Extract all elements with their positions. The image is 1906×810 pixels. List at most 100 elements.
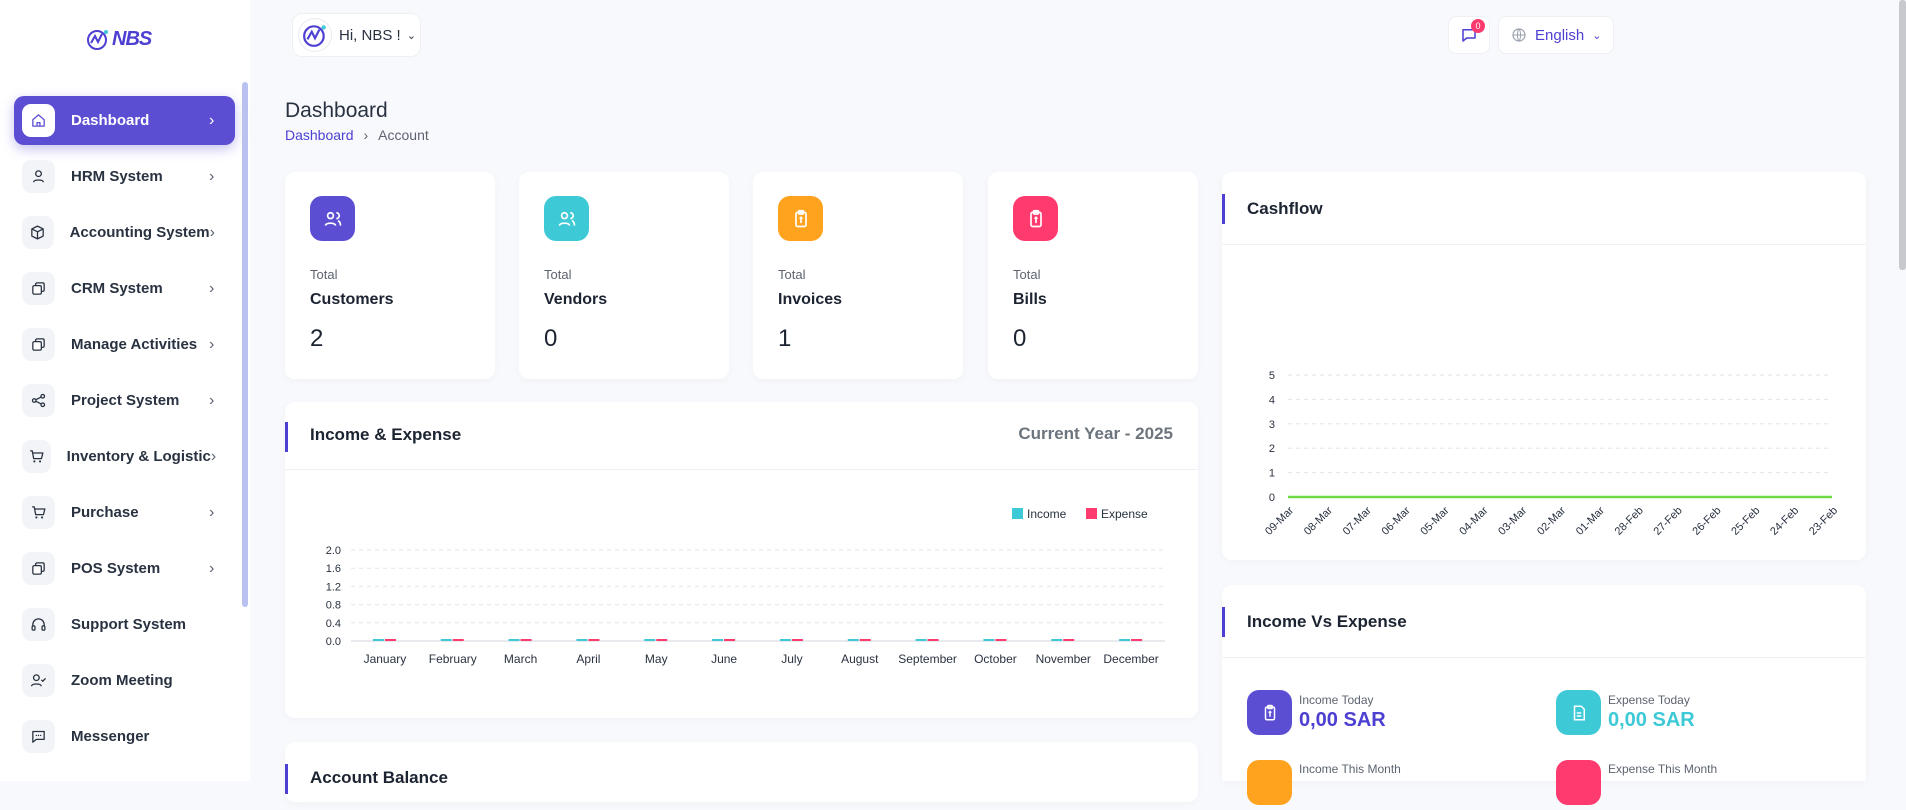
x-tick-label: April [576, 652, 600, 666]
expense-today-label: Expense Today [1608, 693, 1690, 707]
stat-value: 2 [310, 325, 324, 352]
x-tick-label: March [504, 652, 537, 666]
x-tick-label: 24-Feb [1768, 505, 1801, 538]
sidebar-item-zoom-meeting[interactable]: Zoom Meeting [14, 656, 235, 705]
sidebar-item-label: Manage Activities [71, 336, 198, 353]
breadcrumb-separator-icon: › [363, 127, 369, 143]
expense-today-value: 0,00 SAR [1608, 709, 1695, 731]
card-header: Cashflow [1222, 172, 1866, 245]
logo[interactable]: NBS [86, 24, 152, 54]
stat-caption: Total [778, 267, 806, 282]
stat-caption: Total [1013, 267, 1041, 282]
chevron-right-icon: › [209, 335, 215, 353]
account-balance-card: Account Balance [285, 742, 1198, 802]
sidebar-item-crm-system[interactable]: CRM System › [14, 264, 235, 313]
income-expense-chart: 0.0 0.4 0.8 1.2 1.6 2.0 January February March Ap… [326, 507, 1165, 666]
period-label: Current Year - 2025 [1018, 424, 1173, 443]
notifications-button[interactable]: 0 [1448, 16, 1490, 54]
x-tick-label: September [898, 652, 957, 666]
sidebar-item-inventory-logistic[interactable]: Inventory & Logistic › [14, 432, 235, 481]
bar-expense [791, 639, 803, 641]
x-tick-label: 25-Feb [1729, 505, 1762, 538]
x-tick-label: November [1036, 652, 1091, 666]
legend-label[interactable]: Income [1027, 507, 1067, 521]
bar-income [508, 639, 520, 641]
clipboard-icon [778, 196, 823, 241]
bar-expense [927, 639, 939, 641]
bar-expense [520, 639, 532, 641]
home-icon [22, 104, 55, 137]
income-today-icon [1247, 690, 1292, 735]
bar-expense [1063, 639, 1075, 641]
bar-income [1051, 639, 1063, 641]
language-select[interactable]: English ⌄ [1498, 16, 1614, 54]
sidebar-item-accounting-system[interactable]: Accounting System › [14, 208, 235, 257]
chevron-right-icon: › [209, 559, 215, 577]
legend-label[interactable]: Expense [1101, 507, 1148, 521]
chevron-down-icon: ⌄ [1592, 29, 1602, 42]
window-scrollbar[interactable] [1899, 0, 1906, 270]
avatar-logo-icon [303, 25, 326, 47]
sidebar-item-dashboard[interactable]: Dashboard › [14, 96, 235, 145]
sidebar-item-project-system[interactable]: Project System › [14, 376, 235, 425]
y-tick-label: 0 [1269, 492, 1275, 504]
bar-expense [1131, 639, 1143, 641]
breadcrumb-dashboard-link[interactable]: Dashboard [285, 127, 354, 143]
x-tick-label: 08-Mar [1302, 504, 1335, 537]
income-today-value: 0,00 SAR [1299, 709, 1386, 731]
x-tick-label: 07-Mar [1341, 504, 1374, 537]
stat-card-bills: Total Bills 0 [988, 172, 1198, 379]
users-icon [544, 196, 589, 241]
sidebar-item-purchase[interactable]: Purchase › [14, 488, 235, 537]
sidebar-item-label: Inventory & Logistic [66, 448, 211, 465]
sidebar-item-hrm-system[interactable]: HRM System › [14, 152, 235, 201]
x-tick-label: 28-Feb [1613, 505, 1646, 538]
sidebar-nav: Dashboard › HRM System › Accounting System › C… [14, 96, 235, 768]
bar-expense [859, 639, 871, 641]
bar-income [847, 639, 859, 641]
chevron-right-icon: › [209, 111, 215, 129]
logo-icon [87, 30, 108, 50]
chevron-right-icon: › [209, 279, 215, 297]
cart-icon [22, 440, 51, 473]
clipboard-icon [1013, 196, 1058, 241]
sidebar-item-manage-activities[interactable]: Manage Activities › [14, 320, 235, 369]
y-tick-label: 0.0 [326, 636, 341, 648]
logo-text: NBS [112, 27, 152, 50]
x-tick-label: 01-Mar [1574, 504, 1607, 537]
chevron-right-icon: › [209, 167, 215, 185]
x-tick-label: October [974, 652, 1017, 666]
y-tick-label: 0.4 [326, 618, 341, 630]
sidebar: NBS Dashboard › HRM System › Accounting Syst… [0, 0, 250, 781]
card-accent [285, 764, 288, 794]
stat-card-vendors: Total Vendors 0 [519, 172, 729, 379]
income-month-label: Income This Month [1299, 762, 1401, 776]
page-title: Dashboard [285, 99, 388, 122]
card-title: Cashflow [1247, 199, 1323, 218]
cart-icon [22, 496, 55, 529]
sidebar-scrollbar[interactable] [242, 82, 248, 607]
user-menu-button[interactable]: Hi, NBS ! ⌄ [292, 13, 421, 57]
sidebar-item-label: CRM System [71, 280, 163, 297]
layers-icon [22, 272, 55, 305]
income-vs-expense-card: Income Vs Expense Income Today 0,00 SAR … [1222, 585, 1866, 805]
message-icon [22, 720, 55, 753]
sidebar-item-pos-system[interactable]: POS System › [14, 544, 235, 593]
expense-month-icon [1556, 760, 1601, 805]
y-tick-label: 1.2 [326, 581, 341, 593]
sidebar-item-label: Dashboard [71, 112, 150, 129]
y-tick-label: 1 [1269, 468, 1275, 480]
x-tick-label: January [364, 652, 407, 666]
cashflow-card: Cashflow 0 1 2 3 4 5 09-Mar 08-Mar 07-Mar 06-Mar 0… [1222, 172, 1866, 560]
stat-caption: Total [310, 267, 338, 282]
breadcrumb: Dashboard › Account [285, 127, 429, 143]
layers-icon [22, 328, 55, 361]
sidebar-item-support-system[interactable]: Support System [14, 600, 235, 649]
sidebar-item-messenger[interactable]: Messenger [14, 712, 235, 761]
bar-expense [995, 639, 1007, 641]
chevron-right-icon: › [209, 391, 215, 409]
y-tick-label: 2.0 [326, 545, 341, 557]
y-tick-label: 0.8 [326, 600, 341, 612]
x-tick-label: 06-Mar [1380, 504, 1413, 537]
stat-name: Vendors [544, 291, 608, 308]
